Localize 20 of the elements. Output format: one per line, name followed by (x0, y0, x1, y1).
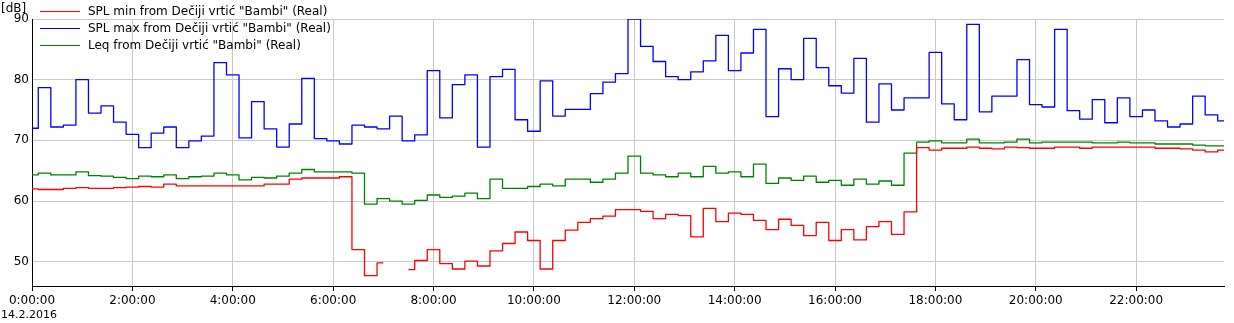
y-tick-label: 70 (13, 132, 29, 147)
text: 14.2.2016 (1, 308, 57, 321)
x-tick-label: 18:00:00 (908, 293, 963, 308)
x-tick-label: 14:00:00 (707, 293, 762, 308)
legend-label: SPL min from Dečiji vrtić "Bambi" (Real) (88, 3, 328, 20)
x-tick-label: 0:00:00 (8, 293, 56, 308)
x-tick-label: 16:00:00 (808, 293, 862, 308)
y-tick-label: 60 (13, 193, 29, 208)
y-tick-label: 50 (13, 253, 29, 268)
x-tick-label: 4:00:00 (209, 293, 256, 308)
x-tick-label: 2:00:00 (109, 293, 156, 308)
x-tick-label: 6:00:00 (310, 293, 357, 308)
legend-label: Leq from Dečiji vrtić "Bambi" (Real) (88, 37, 301, 54)
x-tick-label: 20:00:00 (1008, 293, 1063, 308)
x-tick-label: 12:00:00 (607, 293, 662, 308)
x-tick-label: 10:00:00 (506, 293, 561, 308)
x-tick-label: 8:00:00 (410, 293, 457, 308)
x-tick-label: 22:00:00 (1109, 293, 1164, 308)
legend-label: SPL max from Dečiji vrtić "Bambi" (Real) (88, 20, 331, 37)
y-tick-label: 80 (13, 71, 29, 86)
